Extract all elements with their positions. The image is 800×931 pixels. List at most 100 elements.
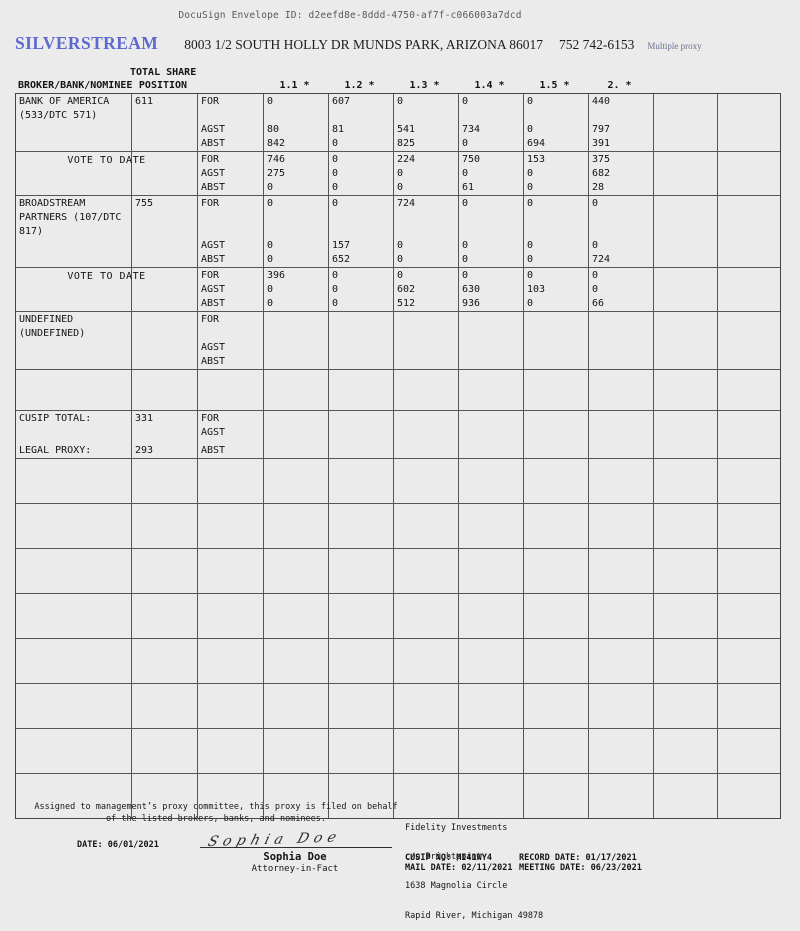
column-header-position: TOTAL SHARE POSITION [130,66,196,92]
column-header-position-line1: TOTAL SHARE [130,67,197,78]
vote-value-cell: 0 734 0 [458,94,523,151]
cell-line: 724 [397,198,416,209]
vote-value-cell [588,411,653,458]
cell-line: 682 [592,168,611,179]
cell-line: 0 [592,198,599,209]
proxy-statement-line2: of the listed brokers, banks, and nomine… [105,814,327,824]
vote-value-cell: 750 0 61 [458,152,523,195]
empty-cell [16,594,131,638]
cell-line: 0 [397,240,404,251]
cell-line: 541 [397,124,416,135]
vote-value-cell [328,312,393,369]
column-header-position-line2: POSITION [138,80,188,91]
table-row: BANK OF AMERICA (533/DTC 571) 611 FOR AGST AB… [16,94,780,151]
cell-line: AGST [201,124,226,135]
cell-line [592,313,653,327]
cell-line: 0 [267,182,274,193]
vote-value-cell [458,411,523,458]
empty-cell [717,459,780,503]
cell-line: 694 [527,138,546,149]
cell-line: 0 [527,168,534,179]
extra-cell [653,196,717,267]
broker-name-cell: BANK OF AMERICA (533/DTC 571) [16,94,131,151]
empty-cell [588,549,653,593]
empty-cell [263,684,328,728]
cell-line: 0 [462,240,469,251]
totals-label-cell: CUSIP TOTAL: LEGAL PROXY: [16,411,131,458]
cell-line [527,341,588,355]
mail-date: MAIL DATE: 02/11/2021 [405,862,513,873]
cell-line: FOR [201,198,220,209]
cell-line: 375 [592,154,611,165]
empty-cell [653,504,717,548]
empty-cell [131,549,197,593]
broker-name-cell: BROADSTREAM PARTNERS (107/DTC 817) [16,196,131,267]
empty-cell [653,639,717,683]
cell-line: CUSIP TOTAL: [19,413,92,424]
vote-value-cell: 0 0 0 [328,152,393,195]
empty-cell [197,594,263,638]
share-position-value [135,313,197,327]
cell-line [462,444,523,458]
cell-line: 0 [332,298,339,309]
column-divider [131,152,132,195]
empty-cell [588,639,653,683]
vote-value-cell: 224 0 0 [393,152,458,195]
extra-cell [653,312,717,369]
empty-cell [717,549,780,593]
vote-type-cell: FOR AGST ABST [197,268,263,311]
cell-line: FOR [201,270,220,281]
empty-cell [653,459,717,503]
cell-line: 746 [267,154,286,165]
cell-line [462,109,523,123]
column-header-proposal-1: 1.1 * [279,80,310,91]
cell-line [201,109,263,123]
empty-cell [717,774,780,818]
empty-cell [523,684,588,728]
cell-line [527,444,588,458]
empty-cell [717,370,780,410]
cell-line: 0 [462,254,469,265]
empty-cell [458,774,523,818]
empty-cell [523,459,588,503]
table-row: CUSIP TOTAL: LEGAL PROXY: 331 293 FOR AGST ABS… [16,410,780,458]
empty-cell [653,774,717,818]
cell-line: 0 [397,96,404,107]
cell-line: 0 [462,138,469,149]
proxy-statement: Assigned to management’s proxy committee… [0,801,432,825]
vote-value-cell: 0 157 652 [328,196,393,267]
empty-cell [717,684,780,728]
cell-line [592,355,653,369]
broker-name-line: BROADSTREAM [19,198,86,209]
empty-cell [588,774,653,818]
cell-line [527,313,588,327]
empty-cell [653,370,717,410]
cell-line: 396 [267,270,286,281]
column-header-proposal-6: 2. * [607,80,632,91]
vote-value-cell: 0 630 936 [458,268,523,311]
empty-cell [328,684,393,728]
cell-line [592,412,653,426]
cell-line: 0 [527,198,534,209]
vote-value-cell: 607 81 0 [328,94,393,151]
letterhead: SILVERSTREAM 8003 1/2 SOUTH HOLLY DR MUN… [15,33,790,54]
cell-line: 0 [592,270,599,281]
empty-cell [523,549,588,593]
cell-line [332,109,393,123]
vote-value-cell: 375 682 28 [588,152,653,195]
cell-line: 391 [592,138,611,149]
share-position-value: 755 [135,198,154,209]
table-row: UNDEFINED (UNDEFINED) FOR AGST ABST [16,311,780,369]
empty-cell [393,594,458,638]
cell-line [527,211,588,225]
cell-line [332,412,393,426]
empty-cell [523,774,588,818]
empty-cell [588,370,653,410]
cell-line: 157 [332,240,351,251]
empty-cell [393,774,458,818]
recipient-line: 1638 Magnolia Circle [405,881,508,892]
cell-line: 0 [267,240,274,251]
broker-name-cell: UNDEFINED (UNDEFINED) [16,312,131,369]
vote-value-cell: 746 275 0 [263,152,328,195]
vote-table: BANK OF AMERICA (533/DTC 571) 611 FOR AGST AB… [15,93,781,819]
